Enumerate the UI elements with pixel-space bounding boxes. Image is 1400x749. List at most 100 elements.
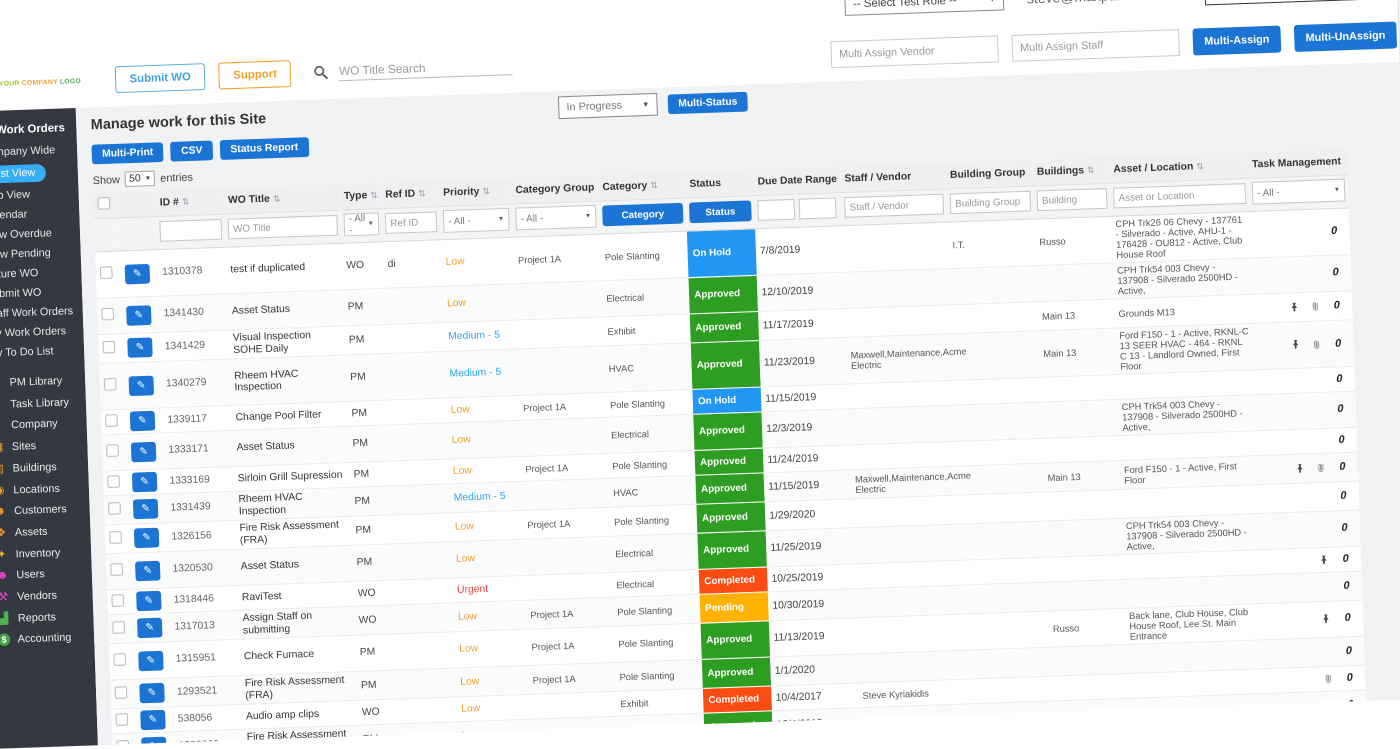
row-checkbox[interactable] [115, 686, 128, 699]
filter-select-priority[interactable]: - All -▼ [443, 208, 510, 233]
edit-button[interactable]: ✎ [138, 650, 164, 671]
row-checkbox[interactable] [116, 740, 129, 745]
column-header-staff[interactable]: Staff / Vendor [840, 163, 946, 193]
row-checkbox[interactable] [110, 563, 123, 576]
column-header-id[interactable]: ID #⇅ [155, 188, 224, 217]
edit-button[interactable]: ✎ [135, 560, 161, 581]
filter-input-asset[interactable] [1113, 183, 1246, 208]
column-header-building_group[interactable]: Building Group [945, 160, 1033, 189]
cell-buildings [1044, 489, 1122, 521]
filter-input-ref[interactable] [385, 212, 437, 234]
row-checkbox[interactable] [100, 266, 113, 279]
row-checkbox[interactable] [102, 340, 115, 353]
edit-button[interactable]: ✎ [134, 528, 160, 549]
filter-input-title[interactable] [228, 215, 338, 240]
column-header-status[interactable]: Status [685, 169, 754, 198]
edit-button[interactable]: ✎ [132, 472, 158, 493]
edit-button[interactable]: ✎ [137, 618, 163, 639]
sidebar-item-label: List View [0, 164, 46, 184]
users-icon: ☻ [0, 569, 9, 582]
cell-asset-location: CPH Trk54 003 Chevy - 137908 - Silverado… [1113, 258, 1253, 299]
multi-assign-button[interactable]: Multi-Assign [1192, 26, 1281, 56]
filter-button-category[interactable]: Category [602, 203, 683, 227]
column-header-tasks[interactable]: Task Management [1247, 149, 1347, 179]
cell-category-group: Project 1A [521, 453, 609, 481]
cell-buildings: Main 13 [1037, 299, 1115, 331]
filter-select-category_group[interactable]: - All -▼ [515, 205, 596, 231]
multi-print-button[interactable]: Multi-Print [91, 142, 164, 164]
sidebar-item-accounting[interactable]: $Accounting [0, 626, 94, 651]
edit-button[interactable]: ✎ [133, 499, 159, 520]
row-checkbox[interactable] [101, 308, 114, 321]
select-all-checkbox[interactable] [97, 197, 110, 210]
row-checkbox[interactable] [105, 414, 118, 427]
wo-title-search-input[interactable] [339, 57, 513, 81]
row-checkbox[interactable] [113, 653, 126, 666]
cell-wo-title: Fire Risk Assessment (FRA) [235, 516, 352, 549]
cell-priority: Medium - 5 [449, 481, 522, 512]
site-select[interactable]: Maxpanda HQ ▼ [1204, 0, 1381, 5]
csv-button[interactable]: CSV [171, 141, 214, 162]
column-header-type[interactable]: Type⇅ [339, 182, 381, 210]
logo-word: YOUR [0, 79, 20, 87]
edit-button[interactable]: ✎ [127, 337, 153, 358]
status-report-button[interactable]: Status Report [220, 137, 309, 160]
multi-status-button[interactable]: Multi-Status [668, 91, 749, 113]
filter-select-type[interactable]: - All -▼ [343, 212, 379, 236]
filter-input-id[interactable] [159, 219, 222, 242]
row-checkbox[interactable] [107, 475, 120, 488]
row-checkbox[interactable] [111, 594, 124, 607]
edit-icon: ✎ [147, 687, 156, 699]
filter-input-staff[interactable] [844, 194, 944, 218]
cell-category-group: Project 1A [530, 716, 618, 745]
due-date-from-input[interactable] [757, 199, 795, 221]
filter-select-value: - All - [448, 215, 471, 227]
multi-assign-staff-input[interactable] [1011, 29, 1180, 62]
row-checkbox[interactable] [109, 531, 122, 544]
column-header-ref[interactable]: Ref ID⇅ [381, 180, 440, 208]
edit-button[interactable]: ✎ [136, 591, 162, 612]
column-header-due[interactable]: Due Date Range⇅ [753, 166, 841, 195]
row-checkbox[interactable] [104, 378, 117, 391]
row-checkbox[interactable] [106, 444, 119, 457]
pencil-icon: ✎ [0, 376, 3, 390]
status-badge: Approved [688, 275, 758, 314]
status-progress-select[interactable]: In Progress ▼ [558, 93, 658, 119]
row-checkbox[interactable] [115, 713, 128, 726]
column-header-category[interactable]: Category⇅ [598, 172, 686, 201]
multi-unassign-button[interactable]: Multi-UnAssign [1294, 22, 1397, 52]
edit-button[interactable]: ✎ [125, 263, 151, 284]
multi-assign-vendor-input[interactable] [830, 35, 999, 68]
test-role-select[interactable]: -- Select Test Role -- ▼ [844, 0, 1004, 16]
edit-button[interactable]: ✎ [131, 441, 157, 462]
user-email-menu[interactable]: steve@maxpanda.com ▾ [1027, 0, 1183, 6]
column-header-category_group[interactable]: Category Group [511, 175, 599, 204]
page-size-select[interactable]: 50 ▼ [125, 171, 156, 188]
edit-button[interactable]: ✎ [139, 683, 165, 704]
due-date-to-input[interactable] [799, 197, 837, 219]
row-checkbox[interactable] [112, 621, 125, 634]
filter-button-status[interactable]: Status [689, 201, 752, 224]
submit-wo-button[interactable]: Submit WO [115, 63, 206, 93]
edit-button[interactable]: ✎ [140, 710, 166, 731]
support-button[interactable]: Support [218, 60, 292, 89]
cell-category: Electrical [606, 414, 694, 453]
column-header-title[interactable]: WO Title⇅ [223, 184, 340, 214]
cell-wo-title: test if duplicated [226, 243, 343, 294]
filter-input-building_group[interactable] [950, 191, 1031, 215]
edit-button[interactable]: ✎ [141, 737, 167, 746]
column-header-priority[interactable]: Priority⇅ [439, 178, 512, 207]
edit-button[interactable]: ✎ [129, 375, 155, 396]
cell-type: WO [354, 605, 396, 635]
sidebar-item-my-to-do-list[interactable]: My To Do List [0, 341, 84, 364]
filter-input-buildings[interactable] [1037, 188, 1108, 211]
row-checkbox[interactable] [108, 502, 121, 515]
row-checkbox-cell [98, 334, 124, 364]
cell-category-group [517, 346, 606, 396]
cell-ref-id [388, 398, 447, 425]
edit-button[interactable]: ✎ [130, 411, 156, 432]
cell-category: Pole Slanting [610, 504, 698, 536]
column-header-buildings[interactable]: Buildings⇅ [1032, 157, 1109, 186]
edit-button[interactable]: ✎ [126, 305, 152, 326]
filter-select-tasks[interactable]: - All -▼ [1252, 179, 1346, 205]
